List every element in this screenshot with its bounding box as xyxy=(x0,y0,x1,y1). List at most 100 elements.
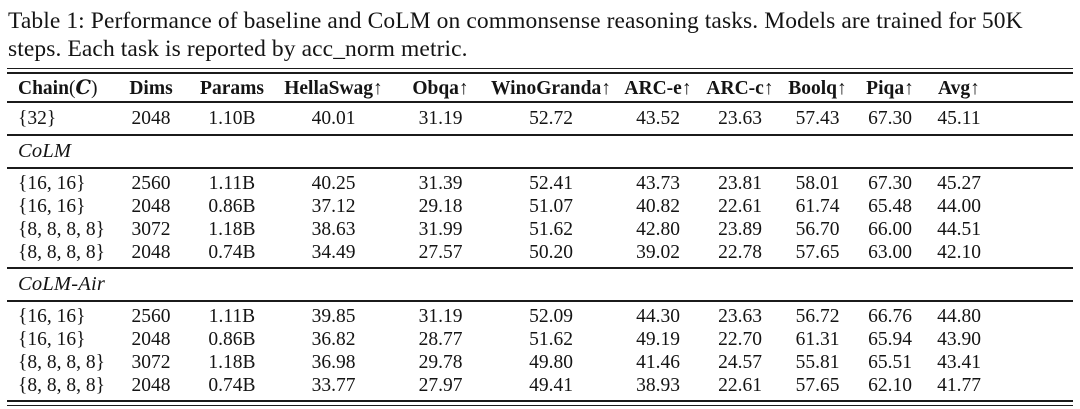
chain-cell: {8, 8, 8, 8} xyxy=(18,242,105,263)
table-cell: 23.63 xyxy=(718,306,762,327)
table-cell: 45.11 xyxy=(937,108,981,129)
table-cell: 1.18B xyxy=(208,352,256,373)
table-cell: 43.73 xyxy=(636,173,680,194)
table-cell: 0.86B xyxy=(208,329,256,350)
table-cell: 27.57 xyxy=(418,242,463,263)
col-header-arc-c: ARC-c↑ xyxy=(706,77,774,99)
table-cell: 40.25 xyxy=(311,173,356,194)
table-cell: 1.11B xyxy=(208,306,256,327)
baseline-row: {32} 2048 1.10B 40.01 31.19 52.72 43.52 … xyxy=(7,102,1073,135)
table-cell: 1.18B xyxy=(208,219,256,240)
table-cell: 22.78 xyxy=(718,242,762,263)
table-cell: 57.65 xyxy=(795,375,840,396)
chain-cell: {8, 8, 8, 8} xyxy=(18,375,105,396)
table-cell: 3072 xyxy=(131,352,171,373)
table-cell: 63.00 xyxy=(868,242,912,263)
chain-header-word: Chain xyxy=(18,78,69,99)
chain-cell: {16, 16} xyxy=(18,196,86,217)
table-cell: 33.77 xyxy=(311,375,356,396)
table-row: {16, 16} 2560 1.11B 39.85 31.19 52.09 44… xyxy=(7,301,1073,328)
col-header-winogranda: WinoGranda↑ xyxy=(491,77,611,99)
table-cell: 2048 xyxy=(131,375,171,396)
table-cell: 44.00 xyxy=(937,196,981,217)
table-cell: 65.51 xyxy=(868,352,912,373)
bottom-rule xyxy=(7,400,1073,406)
table-row: {16, 16} 2560 1.11B 40.25 31.39 52.41 43… xyxy=(7,168,1073,195)
col-header-boolq: Boolq↑ xyxy=(788,77,847,99)
table-cell: 31.19 xyxy=(418,306,463,327)
table-cell: 22.70 xyxy=(718,329,762,350)
table-cell: 50.20 xyxy=(529,242,573,263)
table-cell: 43.41 xyxy=(937,352,981,373)
col-header-piqa: Piqa↑ xyxy=(866,77,914,99)
table-row: {16, 16} 2048 0.86B 37.12 29.18 51.07 40… xyxy=(7,195,1073,218)
table-cell: 37.12 xyxy=(311,196,356,217)
table-cell: 2560 xyxy=(131,306,171,327)
chain-open-paren: ( xyxy=(68,78,76,99)
table-cell: 0.74B xyxy=(208,375,256,396)
table-cell: 0.86B xyxy=(208,196,256,217)
chain-cell: {16, 16} xyxy=(18,329,86,350)
table-row: {16, 16} 2048 0.86B 36.82 28.77 51.62 49… xyxy=(7,328,1073,351)
table-cell: 55.81 xyxy=(795,352,840,373)
table-cell: 36.98 xyxy=(311,352,356,373)
table-cell: 24.57 xyxy=(718,352,762,373)
table-header-row: Chain(C) Dims Params HellaSwag↑ Obqa↑ Wi… xyxy=(7,74,1073,102)
top-rule xyxy=(7,68,1073,74)
table-cell: 44.80 xyxy=(937,306,981,327)
col-header-arc-e: ARC-e↑ xyxy=(624,77,692,99)
chain-cell: {16, 16} xyxy=(18,306,86,327)
table-cell: 41.46 xyxy=(636,352,680,373)
section-label: CoLM-Air xyxy=(18,273,106,295)
table-cell: 49.41 xyxy=(529,375,573,396)
table-cell: 29.78 xyxy=(418,352,463,373)
table-cell: 31.39 xyxy=(418,173,463,194)
table-cell: 34.49 xyxy=(311,242,356,263)
col-header-hellaswag: HellaSwag↑ xyxy=(284,77,383,99)
table-cell: 52.72 xyxy=(529,108,573,129)
table-cell: 51.07 xyxy=(529,196,573,217)
table-cell: 1.11B xyxy=(208,173,256,194)
table-cell: 39.85 xyxy=(311,306,356,327)
table-cell: 36.82 xyxy=(311,329,356,350)
table-cell: 49.80 xyxy=(529,352,573,373)
table-cell: 49.19 xyxy=(636,329,680,350)
table-cell: 31.99 xyxy=(418,219,463,240)
table-cell: 23.89 xyxy=(718,219,762,240)
table-row: {8, 8, 8, 8} 2048 0.74B 33.77 27.97 49.4… xyxy=(7,374,1073,400)
table-cell: 66.76 xyxy=(868,306,912,327)
table-cell: 22.61 xyxy=(718,375,762,396)
table-cell: 57.65 xyxy=(795,242,840,263)
table-cell: 67.30 xyxy=(868,173,912,194)
table-cell: 39.02 xyxy=(636,242,680,263)
table-cell: 56.70 xyxy=(795,219,840,240)
table-cell: 2048 xyxy=(131,108,171,129)
table-cell: 40.82 xyxy=(636,196,680,217)
table-cell: 2560 xyxy=(131,173,171,194)
table-cell: 22.61 xyxy=(718,196,762,217)
table-cell: 43.52 xyxy=(636,108,680,129)
table-cell: 61.74 xyxy=(795,196,840,217)
section-header-colm-air: CoLM-Air xyxy=(7,268,1073,301)
table-cell: 44.51 xyxy=(937,219,981,240)
col-header-dims: Dims xyxy=(129,77,173,99)
table-cell: 23.81 xyxy=(718,173,762,194)
table-cell: 31.19 xyxy=(418,108,463,129)
table-cell: 61.31 xyxy=(795,329,840,350)
chain-cell: {8, 8, 8, 8} xyxy=(18,219,105,240)
col-header-avg: Avg↑ xyxy=(938,77,980,99)
table-cell: 2048 xyxy=(131,196,171,217)
table-cell: 45.27 xyxy=(937,173,981,194)
table-cell: 2048 xyxy=(131,242,171,263)
table-caption: Table 1: Performance of baseline and CoL… xyxy=(8,8,1023,62)
section-header-colm: CoLM xyxy=(7,135,1073,168)
table-cell: 40.01 xyxy=(311,108,356,129)
table-cell: 3072 xyxy=(131,219,171,240)
table-cell: 66.00 xyxy=(868,219,912,240)
table-cell: 27.97 xyxy=(418,375,463,396)
col-header-params: Params xyxy=(200,77,264,99)
table-cell: 2048 xyxy=(131,329,171,350)
table-cell: 23.63 xyxy=(718,108,762,129)
table-row: {8, 8, 8, 8} 3072 1.18B 36.98 29.78 49.8… xyxy=(7,351,1073,374)
table-cell: 65.94 xyxy=(868,329,912,350)
